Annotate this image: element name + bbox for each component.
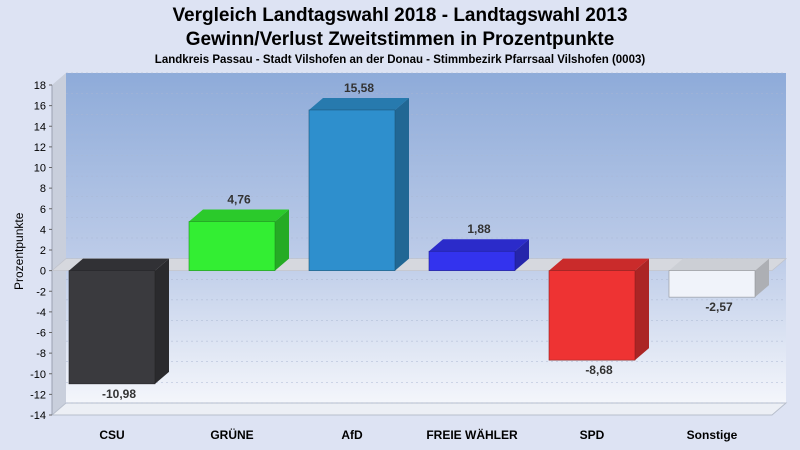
y-tick-label: -4 [36, 307, 46, 319]
bar-front [668, 270, 756, 298]
bar-freie-wähler [428, 239, 529, 271]
bar-front [308, 109, 396, 271]
bar-front [188, 221, 276, 271]
bar-front [548, 270, 636, 361]
y-tick-label: 12 [34, 142, 46, 154]
y-tick-label: 4 [40, 224, 46, 236]
bar-spd [548, 258, 649, 361]
bar-side [275, 209, 289, 271]
y-tick-label: 16 [34, 101, 46, 113]
y-tick-label: 0 [40, 266, 46, 278]
bar-top [309, 97, 409, 110]
plot-floor [50, 402, 788, 416]
chart-title: Vergleich Landtagswahl 2018 - Landtagswa… [172, 5, 628, 26]
y-tick-label: 2 [40, 245, 46, 257]
bar-side [515, 239, 529, 271]
value-label: -8,68 [585, 363, 613, 377]
y-tick-label: -6 [36, 328, 46, 340]
bar-sonstige [668, 258, 769, 298]
x-tick-label: GRÜNE [210, 427, 253, 442]
bar-side [155, 258, 169, 384]
y-tick-label: 18 [34, 80, 46, 92]
bar-top [69, 258, 169, 271]
value-label: -2,57 [705, 300, 733, 314]
y-tick-label: 8 [40, 183, 46, 195]
y-tick-label: -14 [30, 410, 46, 422]
x-tick-label: SPD [580, 428, 605, 442]
value-label: -10,98 [102, 387, 136, 401]
x-tick-label: AfD [341, 428, 363, 442]
y-tick-label: -12 [30, 389, 46, 401]
y-tick-label: -10 [30, 369, 46, 381]
y-tick-label: -2 [36, 286, 46, 298]
bar-top [549, 258, 649, 271]
y-tick-label: -8 [36, 348, 46, 360]
value-label: 1,88 [467, 222, 491, 236]
bar-grüne [188, 209, 289, 271]
bar-csu [68, 258, 169, 385]
plot-side-wall [52, 73, 66, 415]
bar-side [395, 97, 409, 271]
y-tick-label: 10 [34, 163, 46, 175]
value-label: 4,76 [227, 193, 251, 207]
bar-top [189, 209, 289, 222]
chart-caption: Landkreis Passau - Stadt Vilshofen an de… [154, 54, 646, 66]
x-tick-label: FREIE WÄHLER [426, 427, 518, 442]
bar-top [669, 258, 769, 271]
bar-front [68, 270, 156, 385]
y-tick-label: 14 [34, 121, 46, 133]
bar-side [635, 258, 649, 361]
chart-subtitle: Gewinn/Verlust Zweitstimmen in Prozentpu… [185, 29, 615, 50]
bar-afd [308, 97, 409, 271]
y-tick-label: 6 [40, 204, 46, 216]
bar-top [429, 239, 529, 252]
value-label: 15,58 [344, 81, 374, 95]
bar-front [428, 250, 516, 271]
bar-side [755, 258, 769, 298]
x-tick-label: Sonstige [687, 428, 738, 442]
x-tick-label: CSU [99, 428, 124, 442]
